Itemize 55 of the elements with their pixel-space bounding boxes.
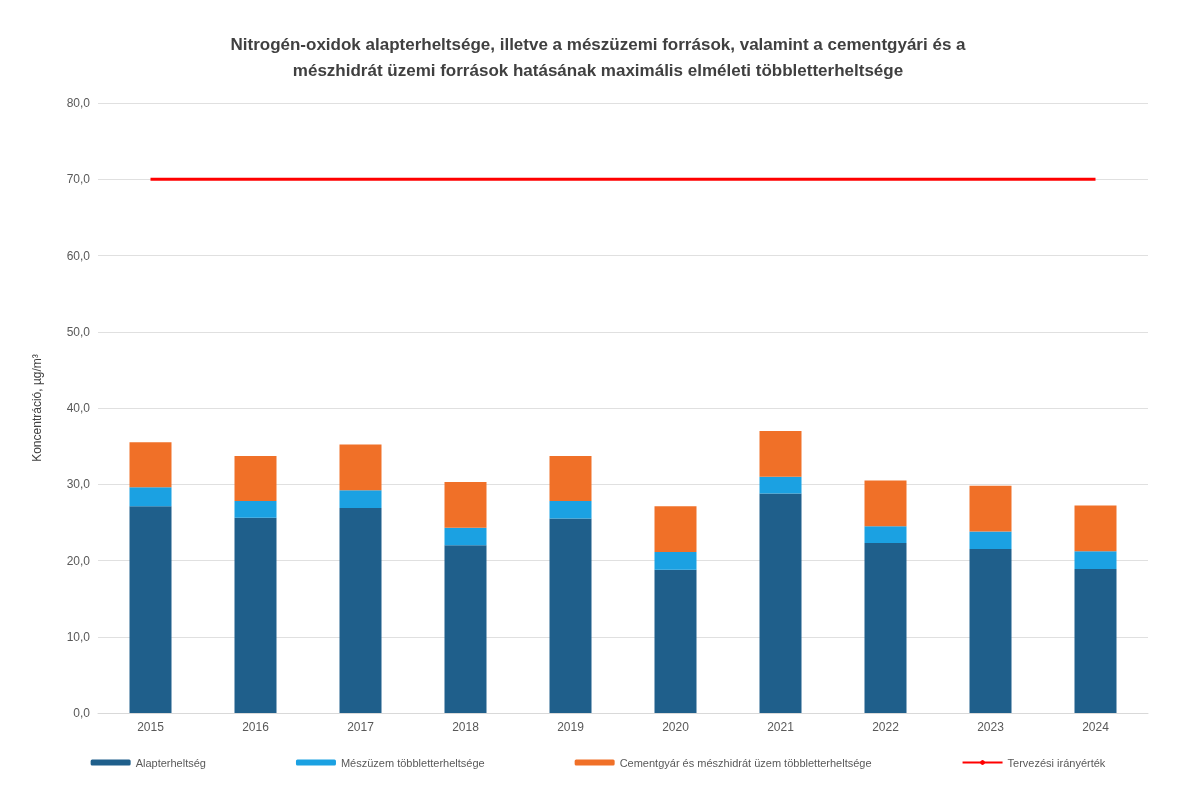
legend-label: Tervezési irányérték xyxy=(1007,756,1106,769)
bar xyxy=(234,501,277,518)
y-tick-label: 60,0 xyxy=(66,248,91,263)
x-tick-label: 2021 xyxy=(767,720,795,734)
bar xyxy=(759,493,802,713)
bar xyxy=(1074,551,1117,569)
bar xyxy=(129,506,172,713)
bar xyxy=(969,531,1012,550)
bar xyxy=(1074,505,1117,552)
bar xyxy=(969,549,1012,713)
x-tick-label: 2016 xyxy=(242,720,270,734)
bar xyxy=(129,442,172,488)
y-tick-label: 50,0 xyxy=(66,324,91,339)
x-tick-label: 2023 xyxy=(977,720,1005,734)
x-tick-label: 2024 xyxy=(1082,720,1110,734)
chart-title: Nitrogén-oxidok alapterheltsége, illetve a mészüzemi források, valamint a cementgyári és a mészhidrát üzemi források hatásának maximális elméleti többletterheltsége xyxy=(230,34,967,80)
bar xyxy=(339,490,382,508)
bar xyxy=(234,456,277,502)
y-axis-title: Koncentráció, µg/m³ xyxy=(30,354,44,462)
bar xyxy=(549,456,592,502)
y-tick-label: 80,0 xyxy=(66,96,91,110)
bar xyxy=(444,481,487,528)
x-tick-label: 2017 xyxy=(347,720,375,734)
legend-label: Cementgyár és mészhidrát üzem többletterheltsége xyxy=(619,756,872,769)
bar xyxy=(444,527,487,546)
bar xyxy=(759,430,802,477)
bar xyxy=(654,569,697,713)
y-tick-label: 20,0 xyxy=(66,553,91,568)
y-tick-label: 30,0 xyxy=(66,477,91,492)
x-tick-label: 2018 xyxy=(452,720,480,734)
bar xyxy=(444,545,487,713)
bar xyxy=(549,518,592,713)
bar xyxy=(339,507,382,713)
bar xyxy=(759,476,802,494)
x-tick-label: 2015 xyxy=(137,720,165,734)
bar xyxy=(339,444,382,491)
bar xyxy=(234,517,277,713)
bar xyxy=(864,542,907,713)
legend-label: Alapterheltség xyxy=(135,756,206,769)
x-tick-label: 2022 xyxy=(872,720,900,734)
y-tick-label: 10,0 xyxy=(66,629,91,644)
bar xyxy=(654,552,697,570)
bar xyxy=(969,485,1012,532)
y-tick-label: 0,0 xyxy=(73,706,91,720)
legend-label: Mészüzem többletterheltsége xyxy=(340,756,485,769)
y-tick-label: 70,0 xyxy=(66,172,91,187)
bar xyxy=(864,526,907,543)
bar xyxy=(654,506,697,553)
x-tick-label: 2019 xyxy=(557,720,585,734)
bar xyxy=(864,480,907,527)
y-tick-label: 40,0 xyxy=(66,401,91,415)
bar xyxy=(129,487,172,507)
bar xyxy=(549,501,592,519)
x-tick-label: 2020 xyxy=(662,720,690,734)
bar xyxy=(1074,568,1117,713)
